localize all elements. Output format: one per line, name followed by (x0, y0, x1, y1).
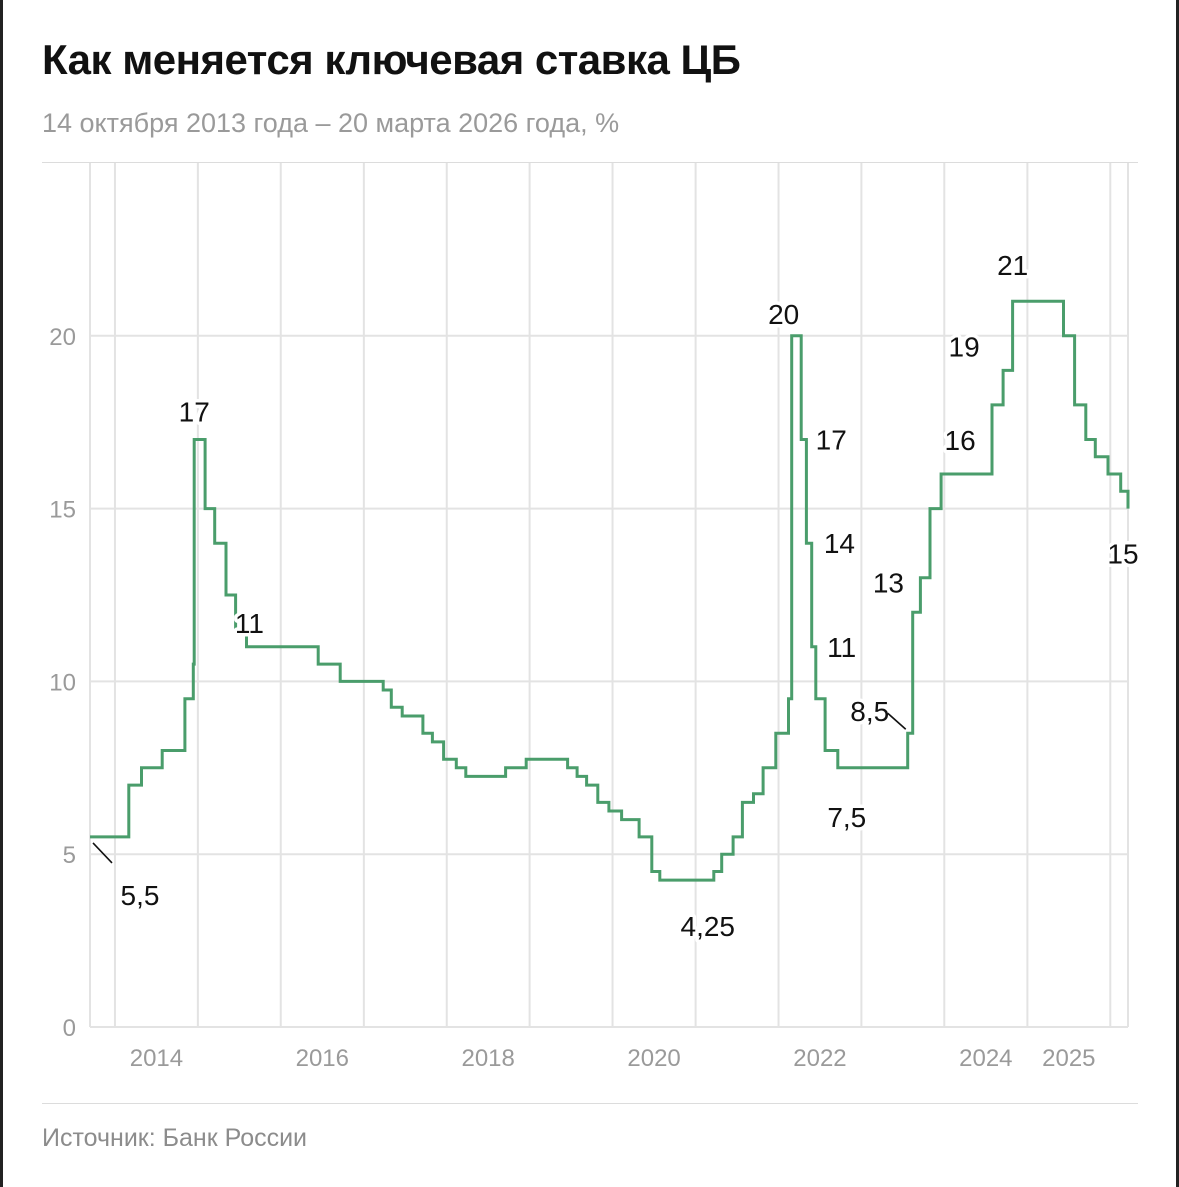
annotation-leader-line (92, 842, 113, 864)
x-tick-label-2018: 2018 (461, 1045, 514, 1072)
annotation-leader-line (887, 712, 907, 730)
annotation-label-11: 11 (827, 632, 856, 663)
y-tick-label: 15 (49, 497, 76, 524)
y-tick-label: 20 (49, 324, 76, 351)
annotation-label-15: 15 (1107, 539, 1138, 570)
annotation-label-17: 17 (816, 424, 847, 455)
top-divider (42, 162, 1138, 163)
y-axis-tick-labels: 0 5 10 15 20 (49, 324, 76, 1042)
annotation-label-8-5: 8,5 (850, 696, 889, 727)
y-tick-label: 10 (49, 669, 76, 696)
annotation-label-11: 11 (235, 608, 264, 639)
chart-title: Как меняется ключевая ставка ЦБ (42, 36, 741, 83)
value-annotations: 5,5 17 11 4,25 20 17 14 11 7,5 8,5 13 16 19 21 15 (92, 247, 1142, 946)
x-tick-label-2022: 2022 (793, 1045, 846, 1072)
bottom-divider (42, 1103, 1138, 1104)
chart-subtitle: 14 октября 2013 года – 20 марта 2026 год… (42, 108, 620, 138)
annotation-label-14: 14 (824, 528, 855, 559)
vertical-gridlines (89, 163, 1129, 1027)
annotation-label-4-25: 4,25 (681, 911, 736, 942)
annotation-label-21: 21 (997, 250, 1028, 281)
y-tick-label: 0 (63, 1015, 76, 1042)
x-tick-label-2014: 2014 (130, 1045, 183, 1072)
x-tick-label-2020: 2020 (627, 1045, 680, 1072)
key-rate-step-line (90, 299, 1130, 882)
horizontal-gridlines (90, 334, 1128, 1028)
annotation-label-20: 20 (768, 299, 799, 330)
annotation-label-5-5: 5,5 (121, 880, 160, 911)
source-note: Источник: Банк России (42, 1124, 308, 1152)
x-tick-label-2025: 2025 (1042, 1045, 1095, 1072)
annotation-label-7-5: 7,5 (827, 802, 866, 833)
x-axis-tick-labels: 2014 2016 2018 2020 2022 2024 2025 (130, 1045, 1096, 1072)
y-tick-label: 5 (63, 842, 76, 869)
x-tick-label-2016: 2016 (296, 1045, 349, 1072)
annotation-label-19: 19 (949, 331, 980, 362)
annotation-label-17: 17 (179, 396, 210, 427)
annotation-label-16: 16 (945, 425, 976, 456)
x-tick-label-2024: 2024 (959, 1045, 1012, 1072)
annotation-label-13: 13 (873, 568, 904, 599)
